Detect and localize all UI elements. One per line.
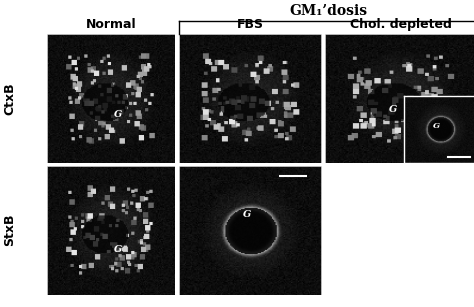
Text: G: G bbox=[114, 110, 122, 119]
Text: StxB: StxB bbox=[3, 214, 16, 247]
Text: FBS: FBS bbox=[237, 18, 264, 31]
Text: G: G bbox=[389, 105, 398, 114]
Text: Normal: Normal bbox=[86, 18, 137, 31]
Text: CtxB: CtxB bbox=[3, 83, 16, 115]
Text: G: G bbox=[114, 245, 122, 254]
Text: GM₁’dosis: GM₁’dosis bbox=[289, 4, 367, 18]
Text: Chol. depleted: Chol. depleted bbox=[350, 18, 452, 31]
Text: G: G bbox=[243, 210, 252, 219]
